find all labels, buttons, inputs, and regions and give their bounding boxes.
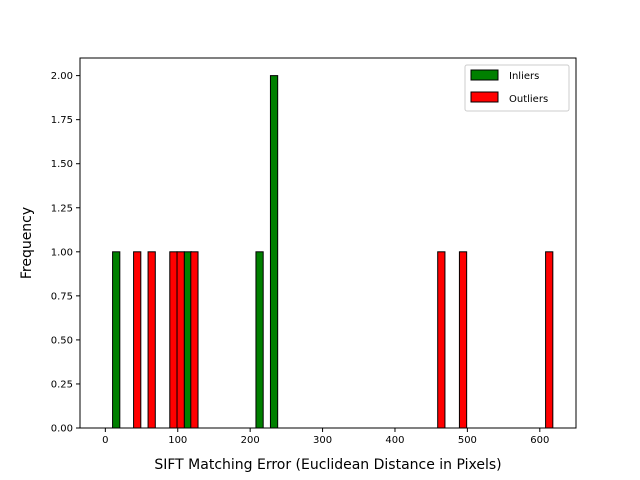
outliers-bar — [458, 251, 468, 429]
x-tick-label: 400 — [385, 435, 404, 446]
y-tick-label: 0.00 — [51, 424, 73, 435]
y-tick-label: 1.00 — [51, 247, 73, 258]
y-tick-label: 1.50 — [51, 159, 73, 170]
inliers-bar — [112, 251, 121, 429]
y-tick-label: 1.75 — [51, 115, 73, 126]
x-tick-label: 300 — [313, 435, 332, 446]
y-tick-label: 1.25 — [51, 203, 73, 214]
outliers-bar — [133, 251, 142, 429]
outliers-bar — [147, 251, 156, 429]
y-tick-label: 2.00 — [51, 71, 73, 82]
legend: Inliers Outliers — [464, 64, 570, 112]
legend-label-outliers: Outliers — [509, 94, 548, 105]
x-tick-label: 500 — [458, 435, 477, 446]
inliers-bar — [255, 251, 264, 429]
plot-frame — [79, 57, 577, 429]
legend-swatch-inliers — [470, 69, 499, 81]
x-tick-label: 600 — [530, 435, 549, 446]
outliers-bar — [545, 251, 554, 429]
y-tick-label: 0.75 — [51, 291, 73, 302]
outliers-bar — [169, 251, 178, 429]
x-axis-ticks: 0 100 200 300 400 500 600 — [102, 428, 549, 446]
legend-swatch-outliers — [470, 91, 499, 103]
y-axis-ticks: 0.00 0.25 0.50 0.75 1.00 1.25 1.50 1.75 2.00 — [51, 71, 80, 435]
x-tick-label: 0 — [102, 435, 108, 446]
y-axis-label: Frequency — [19, 207, 35, 279]
x-tick-label: 100 — [168, 435, 187, 446]
legend-label-inliers: Inliers — [509, 71, 539, 82]
outliers-bar — [176, 251, 185, 429]
x-axis-label: SIFT Matching Error (Euclidean Distance … — [154, 457, 501, 473]
inliers-bar — [269, 75, 279, 429]
x-tick-label: 200 — [241, 435, 260, 446]
y-tick-label: 0.50 — [51, 335, 73, 346]
outliers-bar — [190, 251, 199, 429]
outliers-bar — [437, 251, 446, 429]
y-tick-label: 0.25 — [51, 379, 73, 390]
